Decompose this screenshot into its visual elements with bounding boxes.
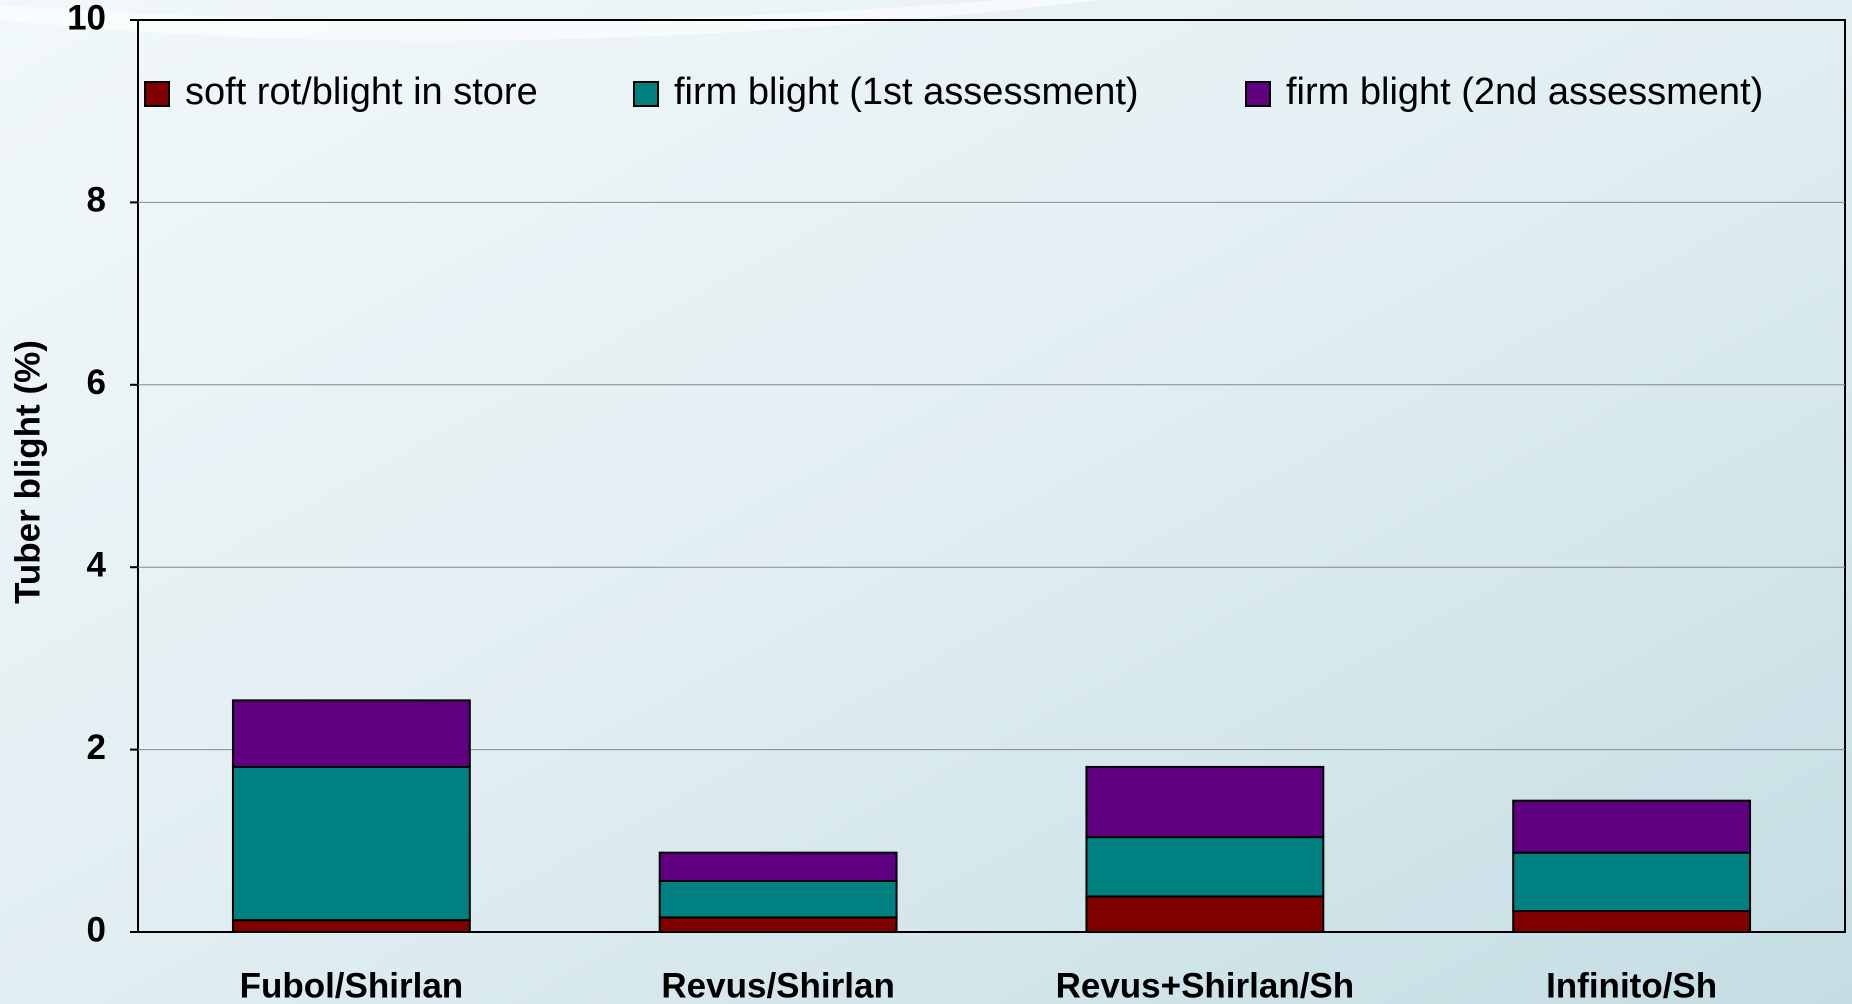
y-tick-label: 8 bbox=[87, 181, 106, 220]
y-tick-label: 2 bbox=[87, 728, 106, 767]
bar-segment bbox=[1512, 851, 1752, 913]
legend-label: firm blight (1st assessment) bbox=[674, 71, 1139, 113]
legend-label: soft rot/blight in store bbox=[185, 71, 538, 113]
x-tick-label: Fubol/Shirlan bbox=[240, 966, 464, 1004]
legend-swatch bbox=[1245, 81, 1271, 107]
x-tick-label: Revus+Shirlan/Sh bbox=[1056, 966, 1355, 1004]
decoration bbox=[0, 0, 1100, 41]
bar-segment bbox=[231, 919, 471, 933]
bar-segment bbox=[1085, 836, 1325, 898]
y-tick-label: 4 bbox=[87, 545, 107, 584]
bar-segment bbox=[231, 699, 471, 768]
bar-segment bbox=[1512, 910, 1752, 933]
y-tick-label: 6 bbox=[87, 363, 106, 402]
legend-swatch bbox=[633, 81, 659, 107]
y-tick-label: 10 bbox=[67, 0, 106, 37]
legend-swatch bbox=[144, 81, 170, 107]
y-axis-title: Tuber blight (%) bbox=[8, 340, 47, 604]
bar-segment bbox=[231, 765, 471, 922]
bar-segment bbox=[1512, 799, 1752, 854]
legend-label: firm blight (2nd assessment) bbox=[1286, 71, 1763, 113]
bar-segment bbox=[658, 916, 898, 934]
x-tick-label: Revus/Shirlan bbox=[661, 966, 894, 1004]
x-tick-label: Infinito/Sh bbox=[1546, 966, 1717, 1004]
bar-segment bbox=[1085, 765, 1325, 839]
bar-segment bbox=[1085, 895, 1325, 934]
bar-segment bbox=[658, 879, 898, 919]
y-tick-label: 0 bbox=[87, 910, 106, 949]
bar-segment bbox=[658, 851, 898, 882]
